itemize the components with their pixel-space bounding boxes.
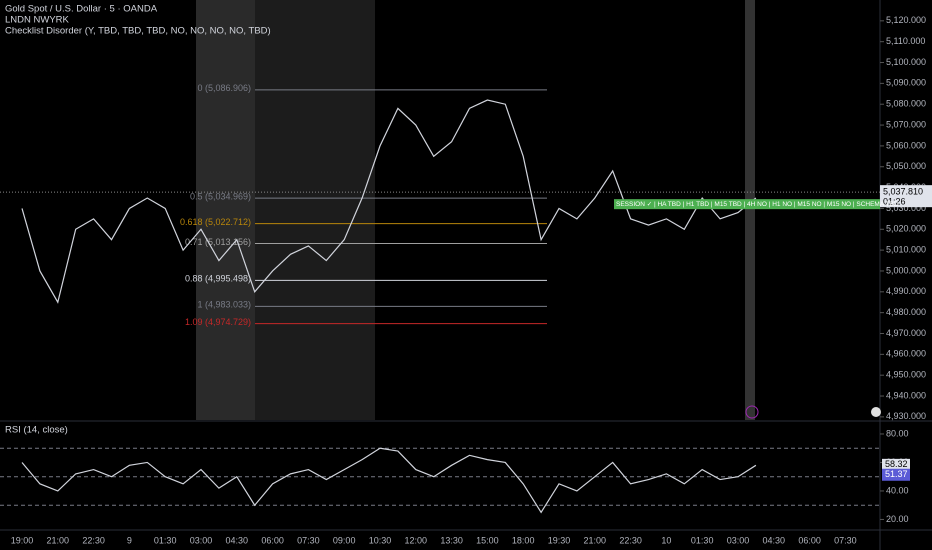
y-tick-label: 5,110.000	[886, 36, 925, 46]
x-tick-label: 9	[127, 535, 132, 545]
rsi-title: RSI (14, close)	[5, 425, 68, 436]
y-tick-label: 5,120.000	[886, 15, 926, 25]
indicator: Checklist Disorder (Y, TBD, TBD, TBD, NO…	[5, 26, 271, 37]
rsi-ma-tag-label: 51.37	[885, 469, 908, 479]
fib-label: 0.88 (4,995.498)	[185, 274, 251, 284]
y-tick-label: 80.00	[886, 428, 909, 438]
subtitle: LNDN NWYRK	[5, 15, 70, 26]
y-tick-label: 5,020.000	[886, 224, 926, 234]
banner-text: SESSION ✓ | HA TBD | H1 TBD | M15 TBD | …	[616, 201, 899, 208]
price-line	[21, 99, 757, 304]
y-tick-label: 5,030.000	[886, 203, 926, 213]
x-tick-label: 04:30	[763, 535, 786, 545]
x-tick-label: 01:30	[691, 535, 714, 545]
x-tick-label: 07:30	[297, 535, 320, 545]
y-tick-label: 4,940.000	[886, 390, 926, 400]
x-tick-label: 12:00	[405, 535, 428, 545]
price-tag-label: 5,037.810	[883, 187, 923, 197]
y-tick-label: 4,980.000	[886, 307, 926, 317]
x-tick-label: 09:00	[333, 535, 356, 545]
y-tick-label: 4,930.000	[886, 411, 926, 421]
y-tick-label: 5,080.000	[886, 99, 926, 109]
y-tick-label: 5,050.000	[886, 161, 926, 171]
fib-label: 0.5 (5,034.969)	[190, 191, 251, 201]
x-tick-label: 03:00	[727, 535, 750, 545]
x-tick-label: 06:00	[798, 535, 821, 545]
x-tick-label: 13:30	[440, 535, 463, 545]
x-tick-label: 07:30	[834, 535, 857, 545]
y-tick-label: 5,100.000	[886, 57, 926, 67]
y-tick-label: 5,070.000	[886, 119, 926, 129]
chart-title: Gold Spot / U.S. Dollar · 5 · OANDA	[5, 4, 158, 15]
price-line	[21, 447, 757, 514]
fib-label: 0.618 (5,022.712)	[180, 217, 251, 227]
fib-label: 1 (4,983.033)	[197, 300, 251, 310]
rsi-tag	[882, 458, 910, 471]
fib-label: 0 (5,086.906)	[197, 83, 251, 93]
x-tick-label: 15:00	[476, 535, 499, 545]
x-tick-label: 03:00	[190, 535, 213, 545]
price-tag	[880, 185, 932, 208]
y-tick-label: 40.00	[886, 485, 909, 495]
session-shade	[255, 0, 375, 420]
y-tick-label: 4,970.000	[886, 328, 926, 338]
rsi-tag-label: 58.32	[885, 459, 908, 469]
rsi-ma-tag	[882, 468, 910, 481]
x-tick-label: 22:30	[619, 535, 642, 545]
x-tick-label: 19:30	[548, 535, 571, 545]
x-tick-label: 10:30	[369, 535, 392, 545]
x-tick-label: 21:00	[47, 535, 70, 545]
x-tick-label: 19:00	[11, 535, 34, 545]
fib-label: 0.71 (5,013.156)	[185, 237, 251, 247]
x-tick-label: 10	[661, 535, 671, 545]
event-icon[interactable]	[745, 405, 759, 419]
y-tick-label: 5,090.000	[886, 78, 926, 88]
y-tick-label: 5,010.000	[886, 244, 926, 254]
x-tick-label: 01:30	[154, 535, 177, 545]
session-shade	[196, 0, 255, 420]
countdown: 01:26	[883, 197, 906, 207]
time-highlight	[745, 0, 755, 420]
x-tick-label: 18:00	[512, 535, 535, 545]
y-tick-label: 4,950.000	[886, 370, 926, 380]
flag-icon[interactable]	[871, 407, 881, 417]
y-tick-label: 5,000.000	[886, 265, 926, 275]
y-tick-label: 4,960.000	[886, 349, 926, 359]
banner	[614, 199, 880, 210]
x-tick-label: 21:00	[584, 535, 607, 545]
y-tick-label: 5,060.000	[886, 140, 926, 150]
y-tick-label: 20.00	[886, 514, 909, 524]
x-tick-label: 22:30	[82, 535, 105, 545]
y-tick-label: 4,990.000	[886, 286, 926, 296]
fib-label: 1.09 (4,974.729)	[185, 317, 251, 327]
x-tick-label: 04:30	[226, 535, 249, 545]
x-tick-label: 06:00	[261, 535, 284, 545]
